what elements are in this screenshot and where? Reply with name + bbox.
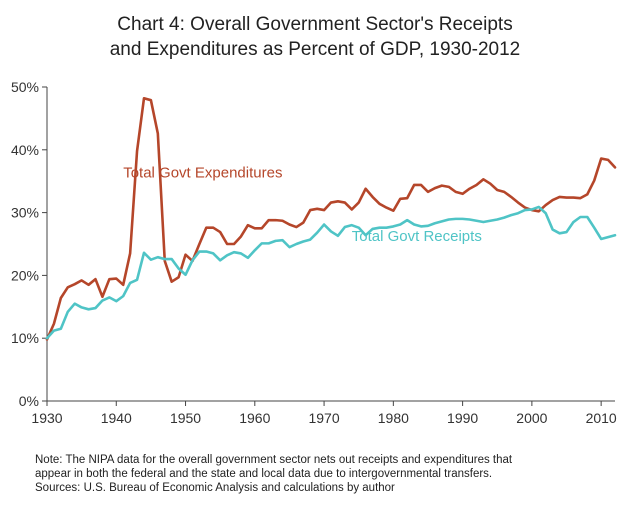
x-tick-label: 1960 xyxy=(239,410,270,426)
note-line-1: Note: The NIPA data for the overall gove… xyxy=(35,454,513,466)
x-tick-label: 1980 xyxy=(378,410,409,426)
y-tick-label: 40% xyxy=(11,142,39,158)
series-label-receipts: Total Govt Receipts xyxy=(352,228,482,245)
axes: 0% 10% 20% 30% 40% 50% 1930 1940 1950 1960 1970 198… xyxy=(11,79,617,426)
y-tick-label: 10% xyxy=(11,330,39,346)
x-tick-label: 1990 xyxy=(447,410,478,426)
series-label-expenditures: Total Govt Expenditures xyxy=(123,164,282,181)
y-tick-label: 0% xyxy=(19,393,39,409)
chart-note: Note: The NIPA data for the overall gove… xyxy=(35,453,625,495)
x-tick-label: 1940 xyxy=(101,410,132,426)
series-lines xyxy=(45,97,617,341)
chart-title: Chart 4: Overall Government Sector's Rec… xyxy=(0,12,630,62)
note-line-3: Sources: U.S. Bureau of Economic Analysi… xyxy=(35,482,395,494)
y-tick-label: 20% xyxy=(11,267,39,283)
x-tick-label: 2000 xyxy=(516,410,547,426)
x-tick-label: 1930 xyxy=(31,410,62,426)
series-line-expenditures xyxy=(45,97,617,341)
note-line-2: appear in both the federal and the state… xyxy=(35,468,493,480)
y-tick-label: 50% xyxy=(11,79,39,95)
x-tick-label: 1950 xyxy=(170,410,201,426)
chart-title-line-2: and Expenditures as Percent of GDP, 1930… xyxy=(109,39,521,60)
x-tick-label: 2010 xyxy=(586,410,617,426)
x-tick-label: 1970 xyxy=(308,410,339,426)
chart-title-line-1: Chart 4: Overall Government Sector's Rec… xyxy=(117,14,513,35)
series-line-receipts xyxy=(45,205,617,340)
series-labels: Total Govt Expenditures Total Govt Receip… xyxy=(123,164,482,244)
y-tick-label: 30% xyxy=(11,205,39,221)
